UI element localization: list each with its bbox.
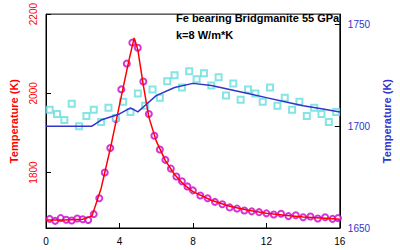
svg-text:1700: 1700 — [348, 121, 371, 132]
svg-text:8: 8 — [190, 236, 196, 247]
svg-text:4: 4 — [117, 236, 123, 247]
svg-text:Temperature (K): Temperature (K) — [8, 79, 20, 163]
svg-text:1650: 1650 — [348, 223, 371, 234]
svg-text:Fe bearing Bridgmanite 55 GPa: Fe bearing Bridgmanite 55 GPa — [176, 12, 340, 24]
svg-text:0: 0 — [43, 236, 49, 247]
svg-text:1750: 1750 — [348, 19, 371, 30]
svg-text:16: 16 — [334, 236, 346, 247]
svg-text:Temperature (K): Temperature (K) — [381, 79, 393, 163]
svg-text:2200: 2200 — [28, 3, 39, 26]
svg-text:2000: 2000 — [28, 82, 39, 105]
svg-text:k=8 W/m*K: k=8 W/m*K — [176, 29, 233, 41]
svg-text:12: 12 — [261, 236, 273, 247]
svg-text:1800: 1800 — [28, 161, 39, 184]
